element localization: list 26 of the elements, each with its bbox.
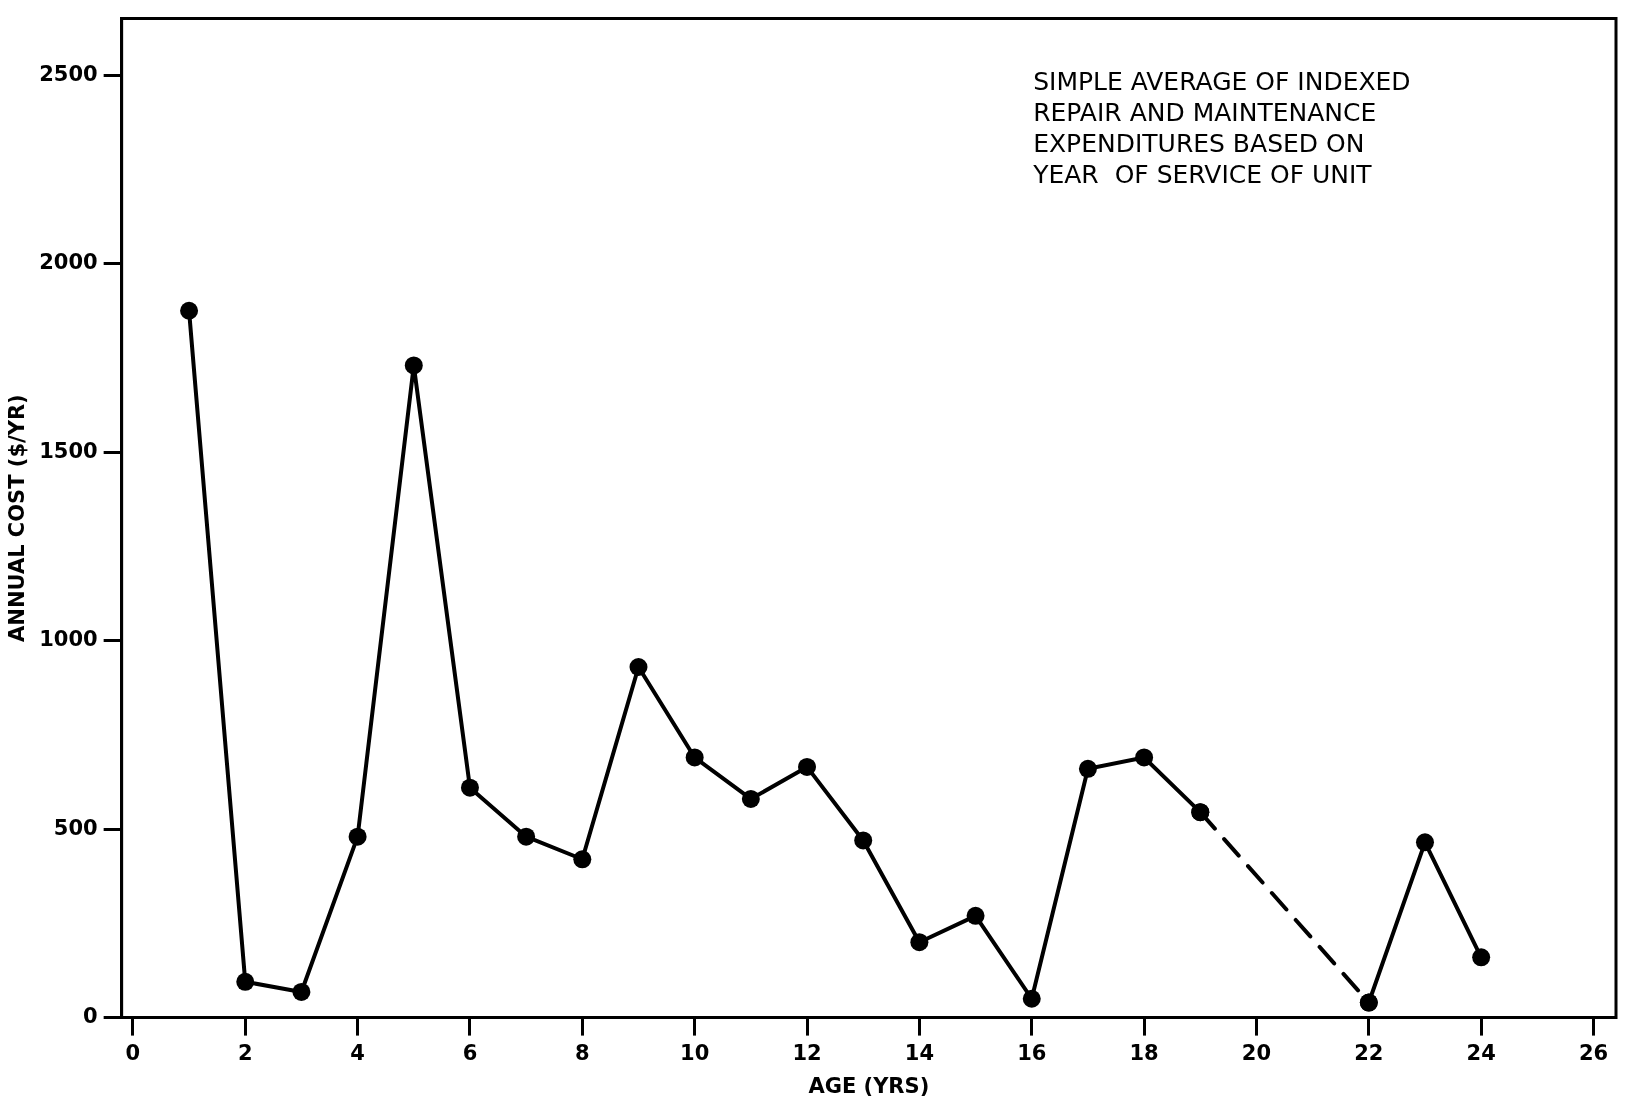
annotation: YEAR OF SERVICE OF UNIT — [1032, 159, 1373, 189]
x-tick-label: 10 — [680, 1040, 710, 1065]
x-tick-label: 12 — [792, 1040, 822, 1065]
x-tick-label: 0 — [125, 1040, 141, 1065]
x-tick-label: 24 — [1466, 1040, 1496, 1065]
annotation: REPAIR AND MAINTENANCE — [1033, 97, 1377, 127]
x-tick-label: 22 — [1354, 1040, 1384, 1065]
y-tick-label: 1000 — [39, 627, 98, 652]
annotation: SIMPLE AVERAGE OF INDEXED — [1033, 66, 1411, 96]
x-tick-label: 16 — [1017, 1040, 1047, 1065]
annotation: EXPENDITURES BASED ON — [1033, 128, 1365, 158]
x-tick-label: 8 — [575, 1040, 590, 1065]
x-tick-label: 6 — [462, 1040, 478, 1065]
y-axis-title: ANNUAL COST ($/YR) — [5, 394, 30, 642]
x-tick-label: 18 — [1129, 1040, 1159, 1065]
y-tick-label: 2000 — [39, 250, 98, 275]
y-tick-label: 500 — [53, 815, 98, 840]
x-axis-title: AGE (YRS) — [808, 1073, 930, 1098]
x-tick-label: 2 — [237, 1040, 253, 1065]
x-tick-label: 26 — [1578, 1040, 1609, 1065]
x-tick-label: 20 — [1241, 1040, 1272, 1065]
x-tick-label: 14 — [904, 1040, 934, 1065]
y-tick-label: 2500 — [39, 61, 98, 86]
x-tick-label: 4 — [350, 1040, 365, 1065]
y-tick-label: 1500 — [39, 438, 98, 463]
y-tick-label: 0 — [83, 1004, 98, 1029]
